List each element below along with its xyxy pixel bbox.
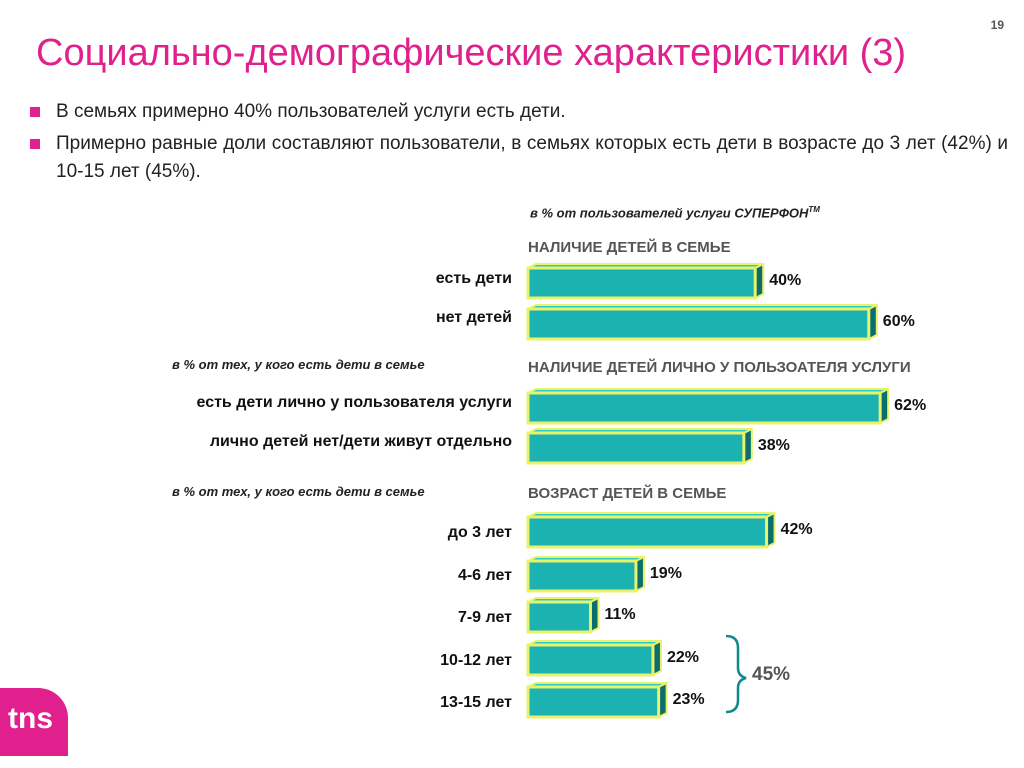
bar-value-label: 62% — [894, 397, 927, 414]
chart-title-children-in-family: НАЛИЧИЕ ДЕТЕЙ В СЕМЬЕ — [528, 239, 731, 256]
bar — [526, 643, 655, 677]
bullet-square-icon — [30, 107, 40, 117]
bar — [526, 685, 661, 719]
bar-value-label: 11% — [604, 606, 636, 623]
bar — [526, 431, 746, 465]
bar — [526, 307, 871, 341]
bar-label: лично детей нет/дети живут отдельно — [209, 433, 512, 450]
bar — [526, 559, 638, 593]
bar-label: нет детей — [435, 309, 512, 326]
bar — [526, 391, 882, 425]
bar-label: есть дети лично у пользователя услуги — [196, 394, 513, 411]
curly-brace — [725, 634, 747, 714]
bar-label: 4-6 лет — [457, 567, 512, 584]
bullet-text: В семьях примерно 40% пользователей услу… — [56, 101, 566, 122]
logo-text: tns — [8, 702, 53, 735]
bar-value-label: 60% — [882, 313, 915, 330]
trademark-mark: TM — [808, 205, 820, 214]
chart-title-own-children: НАЛИЧИЕ ДЕТЕЙ ЛИЧНО У ПОЛЬЗОАТЕЛЯ УСЛУГИ — [528, 359, 911, 376]
bar-label: 10-12 лет — [440, 652, 512, 669]
base-note-section2: в % от тех, у кого есть дети в семье — [172, 357, 425, 372]
bar-value-label: 22% — [666, 649, 699, 666]
bar-value-label: 19% — [649, 565, 682, 582]
bar — [526, 266, 757, 300]
bar-label: 13-15 лет — [440, 694, 512, 711]
page-number: 19 — [990, 18, 1004, 32]
bar-label: 7-9 лет — [457, 609, 512, 626]
bullet-item: В семьях примерно 40% пользователей услу… — [30, 98, 1008, 126]
bar-value-label: 23% — [672, 691, 705, 708]
page-title: Социально-демографические характеристики… — [36, 32, 907, 74]
base-note-top: в % от пользователей услуги СУПЕРФОНTM — [530, 205, 820, 220]
bar-value-label: 42% — [780, 521, 813, 538]
bar-label: до 3 лет — [447, 524, 512, 541]
bar — [526, 600, 592, 634]
bar-value-label: 40% — [769, 272, 802, 289]
bullet-list: В семьях примерно 40% пользователей услу… — [30, 98, 1008, 190]
chart-title-children-age: ВОЗРАСТ ДЕТЕЙ В СЕМЬЕ — [528, 485, 727, 502]
base-note-top-text: в % от пользователей услуги СУПЕРФОН — [530, 205, 809, 221]
base-note-section3: в % от тех, у кого есть дети в семье — [172, 484, 425, 499]
bar — [526, 515, 769, 549]
bullet-square-icon — [30, 139, 40, 149]
bar-value-label: 38% — [757, 437, 790, 454]
tns-logo: tns — [0, 688, 68, 756]
bar-label: есть дети — [435, 270, 512, 287]
bullet-item: Примерно равные доли составляют пользова… — [30, 130, 1008, 186]
brace-annotation-total: 45% — [752, 664, 791, 685]
bullet-text: Примерно равные доли составляют пользова… — [56, 133, 1008, 182]
